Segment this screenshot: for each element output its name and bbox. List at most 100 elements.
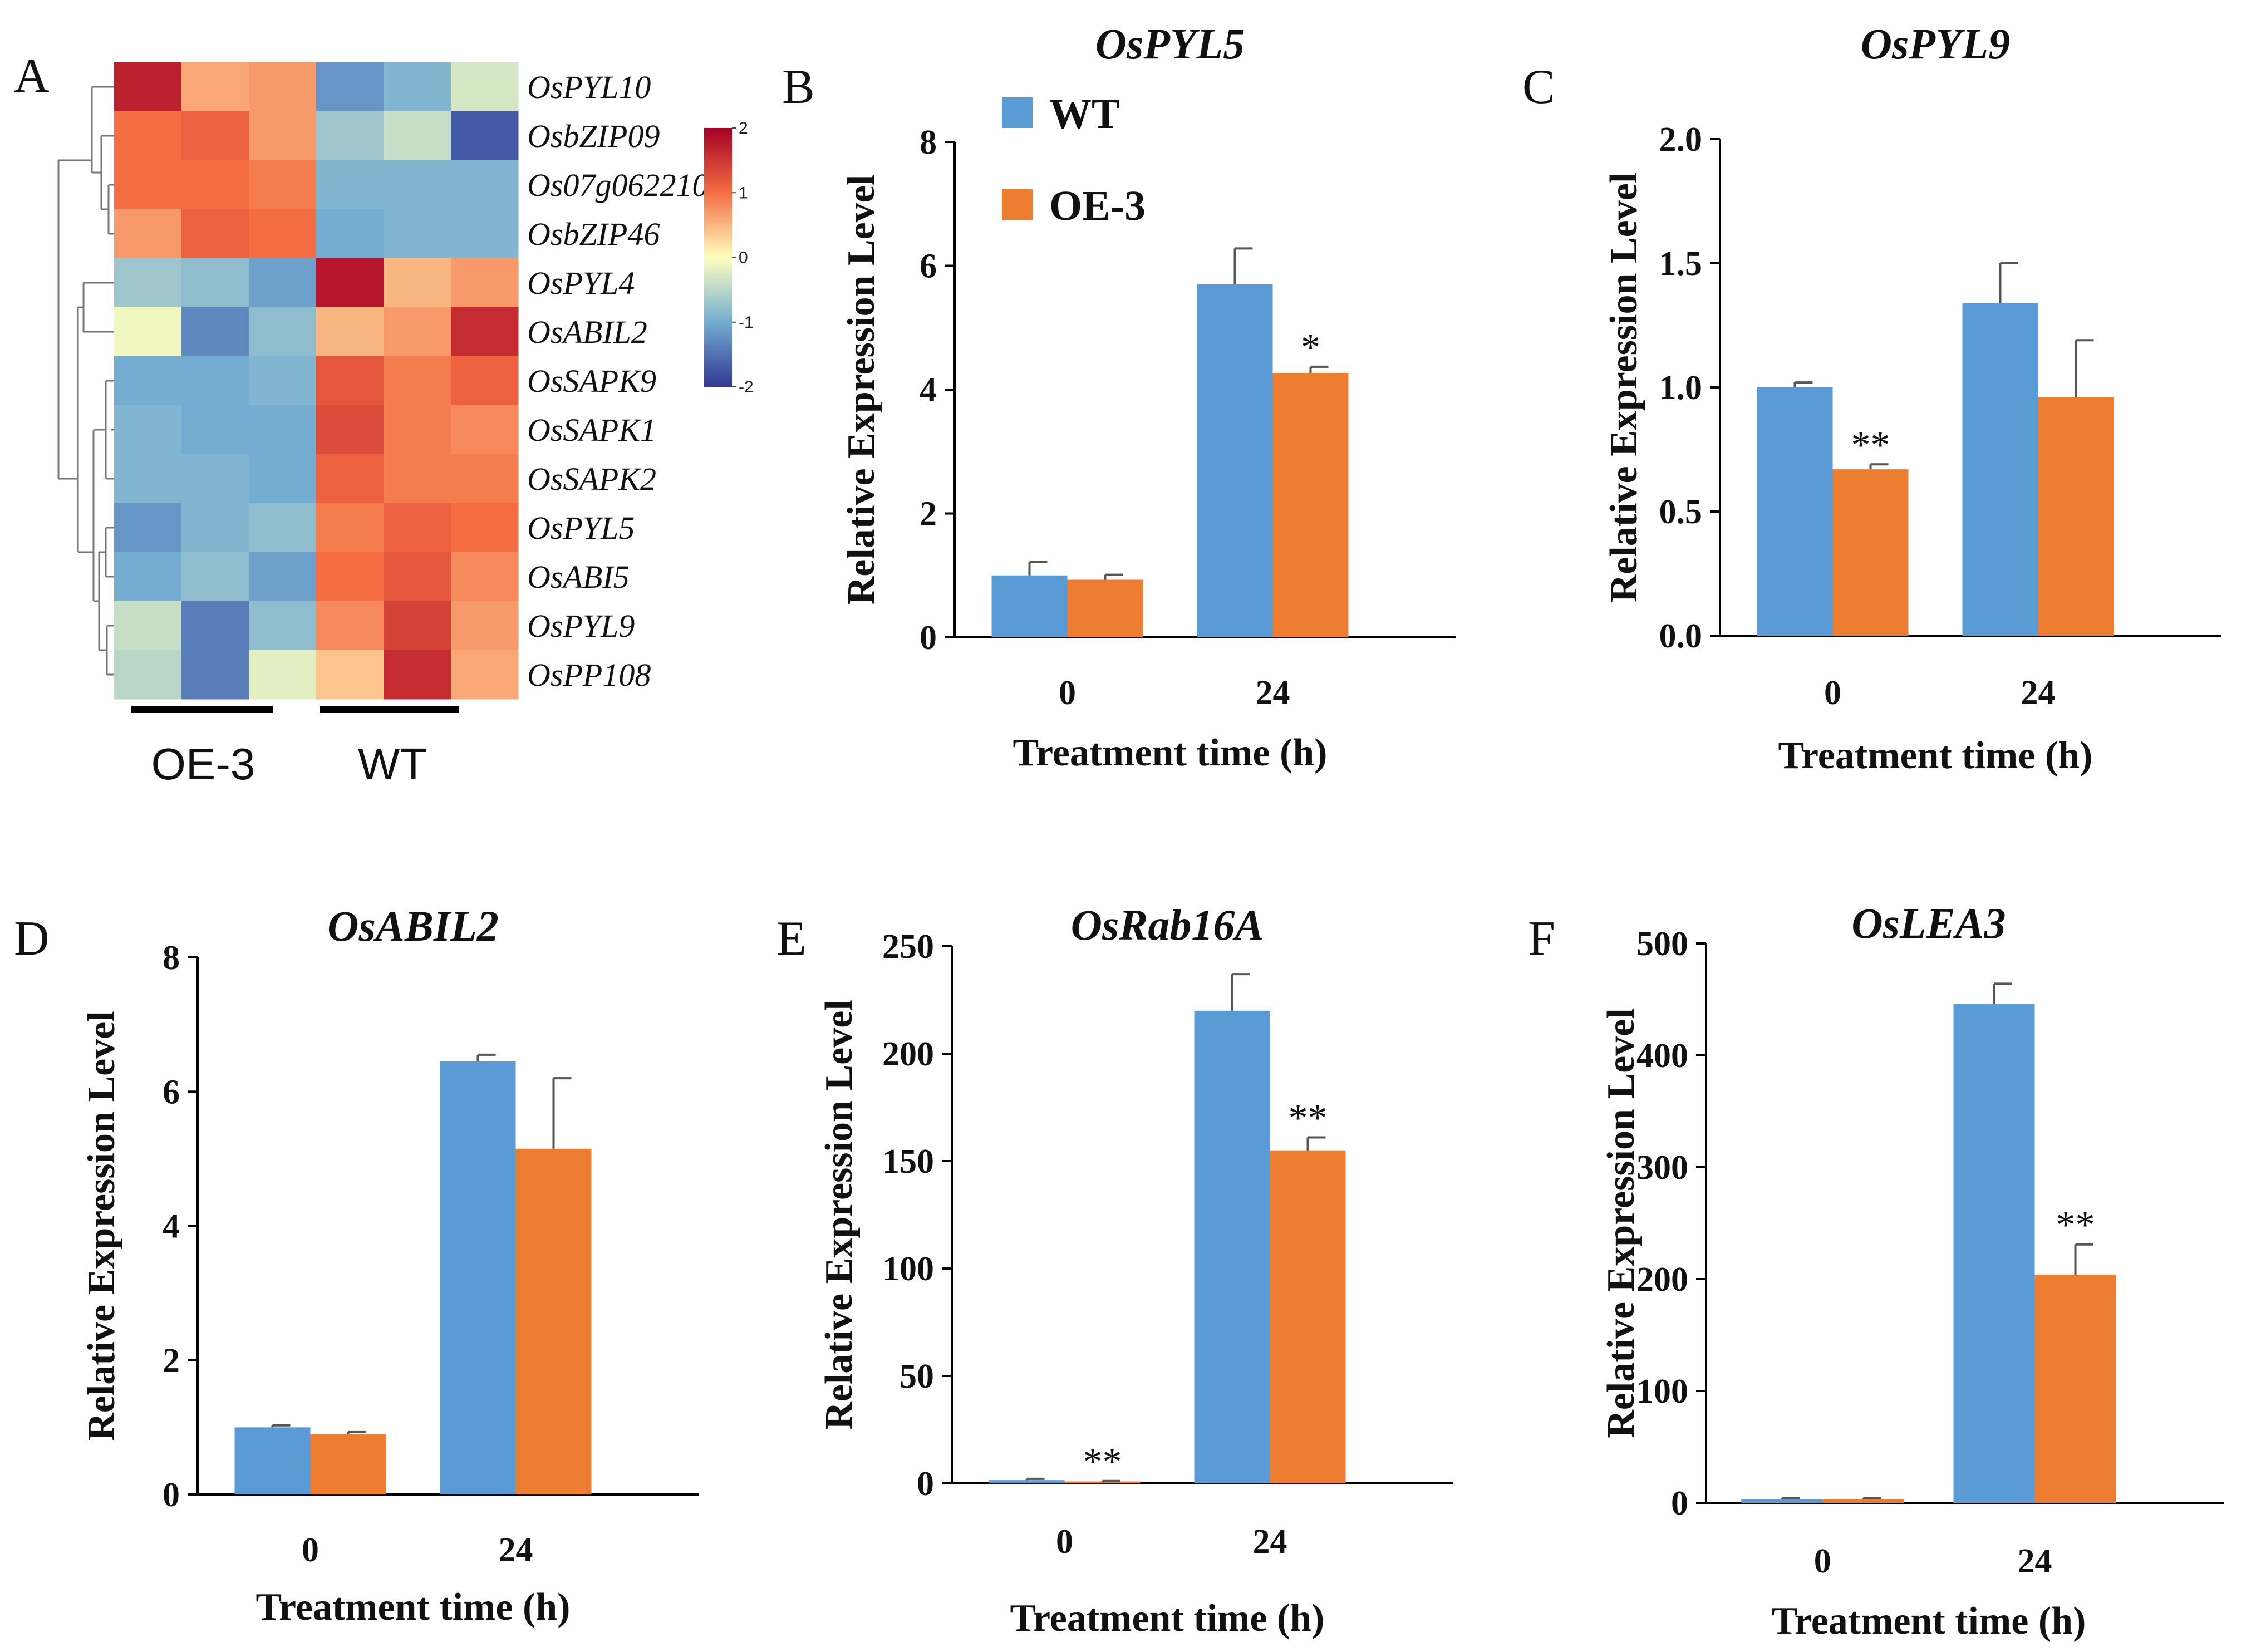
- dendrogram: [57, 86, 114, 676]
- heatmap-cell: [181, 552, 249, 602]
- y-tick-label: 100: [882, 1250, 934, 1288]
- y-tick-label: 200: [1636, 1261, 1688, 1299]
- heatmap-cell: [114, 405, 182, 455]
- heatmap-cell: [249, 209, 317, 259]
- heatmap-row-label: OsSAPK1: [527, 412, 656, 448]
- heatmap-row-label: OsbZIP09: [527, 118, 660, 154]
- heatmap-cell: [181, 209, 249, 259]
- y-axis-label: Relative Expression Level: [818, 1000, 861, 1430]
- y-axis-label: Relative Expression Level: [840, 175, 883, 605]
- panel-label-f: F: [1528, 912, 1555, 966]
- x-tick-label: 24: [1253, 1523, 1287, 1561]
- x-axis-label: Treatment time (h): [1013, 731, 1328, 774]
- heatmap-cell: [451, 307, 519, 357]
- bar-wt-24: [1962, 303, 2038, 636]
- heatmap-cell: [316, 307, 384, 357]
- heatmap-cell: [249, 111, 317, 161]
- heatmap-cell: [451, 111, 519, 161]
- heatmap-cell: [249, 258, 317, 308]
- y-tick-label: 50: [900, 1358, 934, 1395]
- heatmap-cell: [384, 258, 451, 308]
- x-tick-label: 24: [2021, 674, 2056, 712]
- y-axis-label: Relative Expression Level: [80, 1011, 123, 1441]
- y-tick-label: 1.5: [1659, 245, 1703, 283]
- bar-oe-3-0: [310, 1434, 386, 1494]
- colorbar-tick-label: 0: [739, 249, 748, 267]
- heatmap-cell: [181, 160, 249, 210]
- y-tick-label: 1.0: [1659, 369, 1703, 407]
- heatmap-cell: [249, 601, 317, 651]
- heatmap-cell: [316, 601, 384, 651]
- x-tick-label: 24: [2018, 1542, 2052, 1580]
- panel-e-bar-chart: 0 50 100 150 200 250 ** ** 0 24 OsRab16A Treatment …: [776, 901, 1453, 1640]
- bar-oe-3-0: [1822, 1499, 1904, 1503]
- x-tick-label: 24: [499, 1531, 533, 1569]
- chart-title: OsRab16A: [1071, 901, 1264, 949]
- heatmap-cell: [249, 503, 317, 553]
- y-tick-label: 8: [920, 124, 937, 161]
- heatmap-cell: [451, 258, 519, 308]
- panel-label-b: B: [782, 60, 815, 114]
- y-tick-label: 100: [1636, 1373, 1688, 1410]
- y-tick-label: 300: [1636, 1149, 1688, 1187]
- heatmap-cell: [114, 307, 182, 357]
- heatmap-cell: [249, 307, 317, 357]
- heatmap-cell: [384, 552, 451, 602]
- heatmap-cell: [114, 258, 182, 308]
- bar-wt-0: [1757, 387, 1833, 636]
- y-tick-label: 0: [920, 619, 937, 657]
- panel-f-bar-chart: 0 100 200 300 400 500 ** 0 24 OsLEA3 Treatment tim…: [1528, 899, 2224, 1643]
- bar-wt-24: [440, 1061, 516, 1494]
- colorbar-tick-label: -1: [739, 313, 754, 332]
- y-tick-label: 250: [882, 928, 934, 966]
- colorbar-tick-label: 2: [739, 119, 748, 137]
- y-tick-label: 0: [163, 1476, 180, 1514]
- y-tick-label: 2: [163, 1342, 180, 1380]
- y-axis-label: Relative Expression Level: [1600, 1008, 1643, 1438]
- panel-label-c: C: [1522, 60, 1555, 114]
- y-tick-label: 6: [920, 248, 937, 286]
- heatmap-cell: [114, 601, 182, 651]
- heatmap-cell: [316, 650, 384, 700]
- y-tick-label: 8: [163, 939, 180, 977]
- bar-wt-24: [1194, 1010, 1270, 1483]
- y-tick-label: 200: [882, 1035, 934, 1073]
- y-tick-label: 4: [163, 1208, 180, 1246]
- heatmap-cell: [316, 503, 384, 553]
- heatmap-cell: [384, 601, 451, 651]
- heatmap-cell: [384, 209, 451, 259]
- heatmap-cell: [451, 552, 519, 602]
- heatmap-cell: [249, 552, 317, 602]
- heatmap-cell: [384, 62, 451, 112]
- y-tick-label: 2.0: [1659, 121, 1703, 159]
- heatmap-cell: [181, 356, 249, 406]
- y-tick-label: 2: [920, 495, 937, 533]
- significance-marker: **: [1289, 1097, 1328, 1140]
- bar-oe-3-24: [515, 1148, 592, 1494]
- panel-a-heatmap: OsPYL10 OsbZIP09 Os07g0622100 OsbZIP46 OsPYL…: [14, 49, 754, 789]
- chart-title: OsPYL9: [1861, 19, 2011, 68]
- x-tick-label: 0: [1059, 674, 1076, 712]
- heatmap-row-label: Os07g0622100: [527, 167, 724, 203]
- x-tick-label: 24: [1256, 674, 1290, 712]
- y-tick-label: 400: [1636, 1037, 1688, 1075]
- heatmap-cell: [249, 160, 317, 210]
- y-tick-label: 150: [882, 1143, 934, 1181]
- group-label-oe3: OE-3: [151, 739, 255, 789]
- legend: WT OE-3: [1002, 91, 1146, 229]
- heatmap-cell: [451, 650, 519, 700]
- heatmap-cell: [451, 356, 519, 406]
- heatmap-cell: [249, 650, 317, 700]
- legend-swatch-oe3: [1002, 189, 1033, 220]
- panel-label-a: A: [14, 49, 50, 103]
- heatmap-cell: [249, 454, 317, 504]
- heatmap-cell: [451, 160, 519, 210]
- significance-marker: **: [1083, 1440, 1122, 1483]
- bar-wt-0: [1741, 1499, 1823, 1503]
- bar-oe-3-0: [1064, 1481, 1141, 1483]
- bar-oe-3-24: [2034, 1274, 2116, 1503]
- x-axis-label: Treatment time (h): [1010, 1597, 1325, 1640]
- heatmap-cell: [316, 111, 384, 161]
